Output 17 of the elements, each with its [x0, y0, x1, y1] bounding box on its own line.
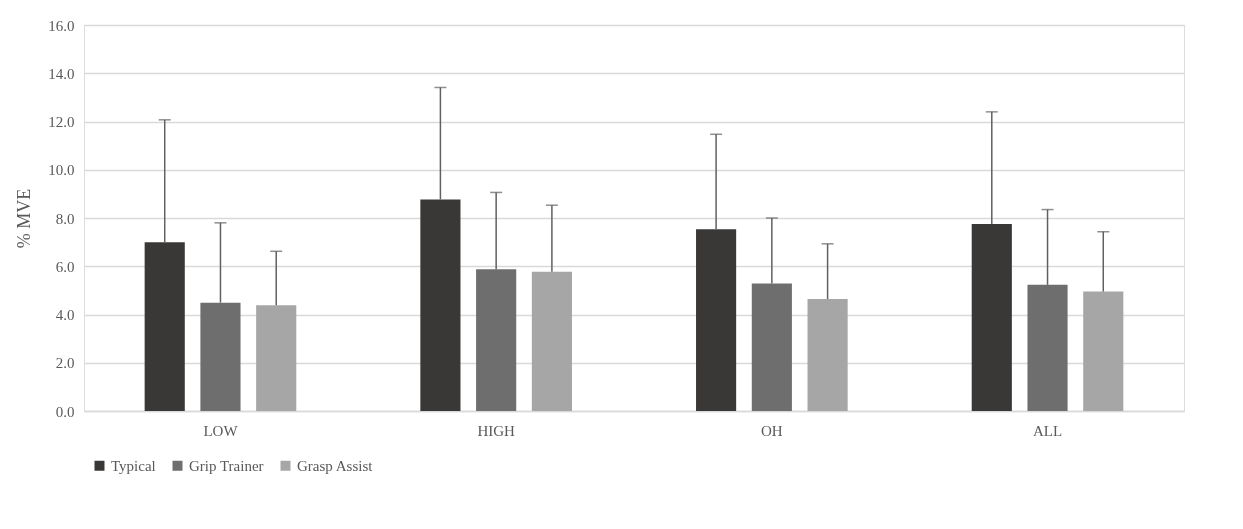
- y-tick-label: 16.0: [48, 17, 75, 34]
- x-tick-label: LOW: [203, 422, 239, 439]
- y-tick-label: 10.0: [48, 162, 75, 179]
- legend-label: Grasp Assist: [297, 457, 374, 474]
- x-tick-label: OH: [761, 422, 783, 439]
- y-tick-label: 0.0: [55, 403, 75, 420]
- y-tick-label: 2.0: [55, 355, 75, 372]
- y-axis-title: % MVE: [14, 188, 35, 249]
- legend-label: Typical: [111, 457, 156, 474]
- x-tick-label: ALL: [1032, 422, 1063, 439]
- y-tick-label: 4.0: [55, 307, 75, 323]
- y-tick-label: 6.0: [55, 258, 75, 275]
- y-tick-label: 12.0: [48, 114, 75, 130]
- y-tick-label: 8.0: [55, 210, 75, 227]
- y-tick-label: 14.0: [48, 65, 75, 82]
- x-tick-label: HIGH: [477, 422, 516, 439]
- legend-label: Grip Trainer: [189, 457, 264, 474]
